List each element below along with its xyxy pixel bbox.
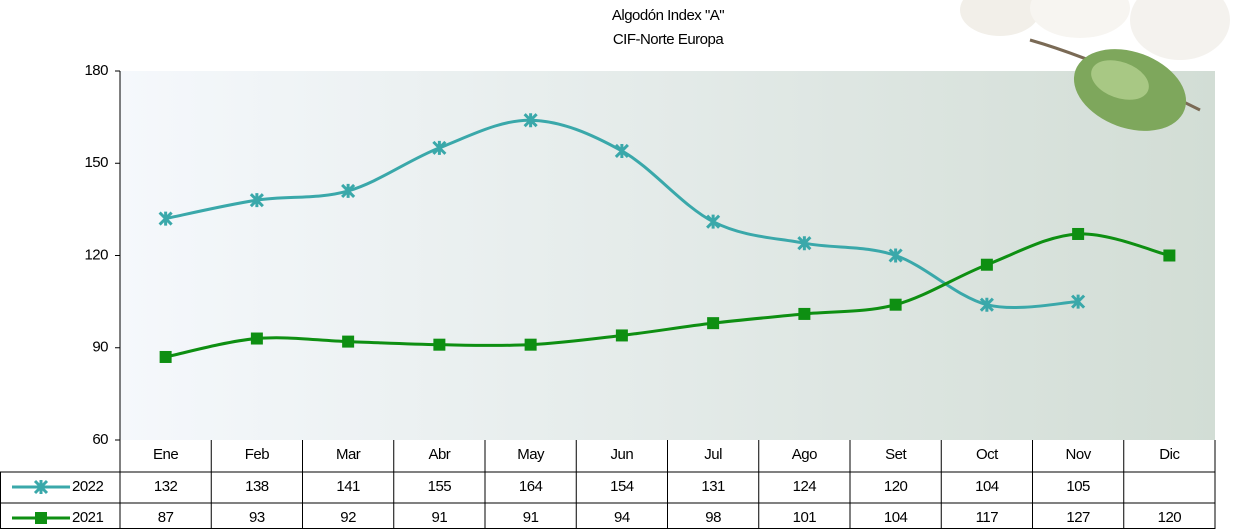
table-value: 124 [793, 478, 817, 495]
x-tick-label: May [517, 446, 545, 463]
table-value: 93 [249, 509, 265, 526]
marker [1072, 227, 1085, 240]
table-value: 94 [614, 509, 630, 526]
chart-title: Algodón Index "A" [612, 7, 724, 24]
table-value: 132 [154, 478, 178, 495]
x-tick-label: Jul [704, 446, 722, 463]
table-value: 98 [705, 509, 721, 526]
marker [979, 297, 994, 312]
marker [250, 332, 263, 345]
x-tick-label: Dic [1159, 446, 1180, 463]
table-value: 131 [701, 478, 725, 495]
y-tick-label: 150 [84, 154, 108, 171]
x-tick-label: Oct [976, 446, 999, 463]
marker [341, 183, 356, 198]
marker [524, 338, 537, 351]
x-tick-label: Set [885, 446, 907, 463]
table-value: 104 [884, 509, 908, 526]
table-value: 101 [793, 509, 817, 526]
y-tick-label: 90 [92, 339, 108, 356]
x-tick-label: Mar [336, 446, 361, 463]
marker [706, 214, 721, 229]
marker [1071, 294, 1086, 309]
marker [614, 143, 629, 159]
marker [615, 329, 628, 342]
x-tick-label: Ene [153, 446, 178, 463]
marker [798, 307, 811, 320]
legend-marker [33, 479, 49, 495]
x-tick-label: Jun [611, 446, 634, 463]
marker [432, 140, 447, 155]
table-value: 117 [976, 509, 999, 526]
x-tick-label: Ago [792, 446, 817, 463]
chart-subtitle: CIF-Norte Europa [613, 31, 725, 48]
series-line [165, 232, 1170, 359]
table-value: 127 [1066, 509, 1090, 526]
y-tick-label: 120 [84, 246, 108, 263]
legend-marker [35, 512, 47, 524]
y-tick-label: 180 [84, 62, 108, 79]
table-value: 87 [158, 509, 174, 526]
table-value: 120 [1158, 509, 1182, 526]
table-value: 155 [428, 478, 452, 495]
x-tick-label: Nov [1066, 446, 1092, 463]
marker [888, 248, 903, 263]
legend-label: 2021 [72, 509, 104, 526]
table-value: 141 [336, 478, 360, 495]
marker [707, 317, 720, 330]
table-value: 91 [432, 509, 448, 526]
marker [249, 193, 264, 208]
legend-label: 2022 [72, 478, 104, 495]
table-value: 138 [245, 478, 269, 495]
cotton-decoration [960, 0, 1230, 131]
marker [889, 298, 902, 311]
marker [1163, 249, 1176, 262]
plot-area [120, 71, 1215, 440]
table-value: 164 [519, 478, 543, 495]
marker [433, 338, 446, 351]
table-value: 120 [884, 478, 908, 495]
marker [980, 258, 993, 271]
marker [342, 335, 355, 348]
marker [158, 211, 173, 226]
marker [159, 350, 172, 363]
table-value: 91 [523, 509, 539, 526]
table-value: 154 [610, 478, 634, 495]
table-value: 105 [1066, 478, 1090, 495]
x-tick-label: Abr [428, 446, 450, 463]
marker [797, 236, 812, 251]
marker [523, 113, 538, 128]
table-value: 104 [975, 478, 999, 495]
y-tick-label: 60 [92, 431, 108, 448]
table-value: 92 [340, 509, 356, 526]
x-tick-label: Feb [245, 446, 270, 463]
